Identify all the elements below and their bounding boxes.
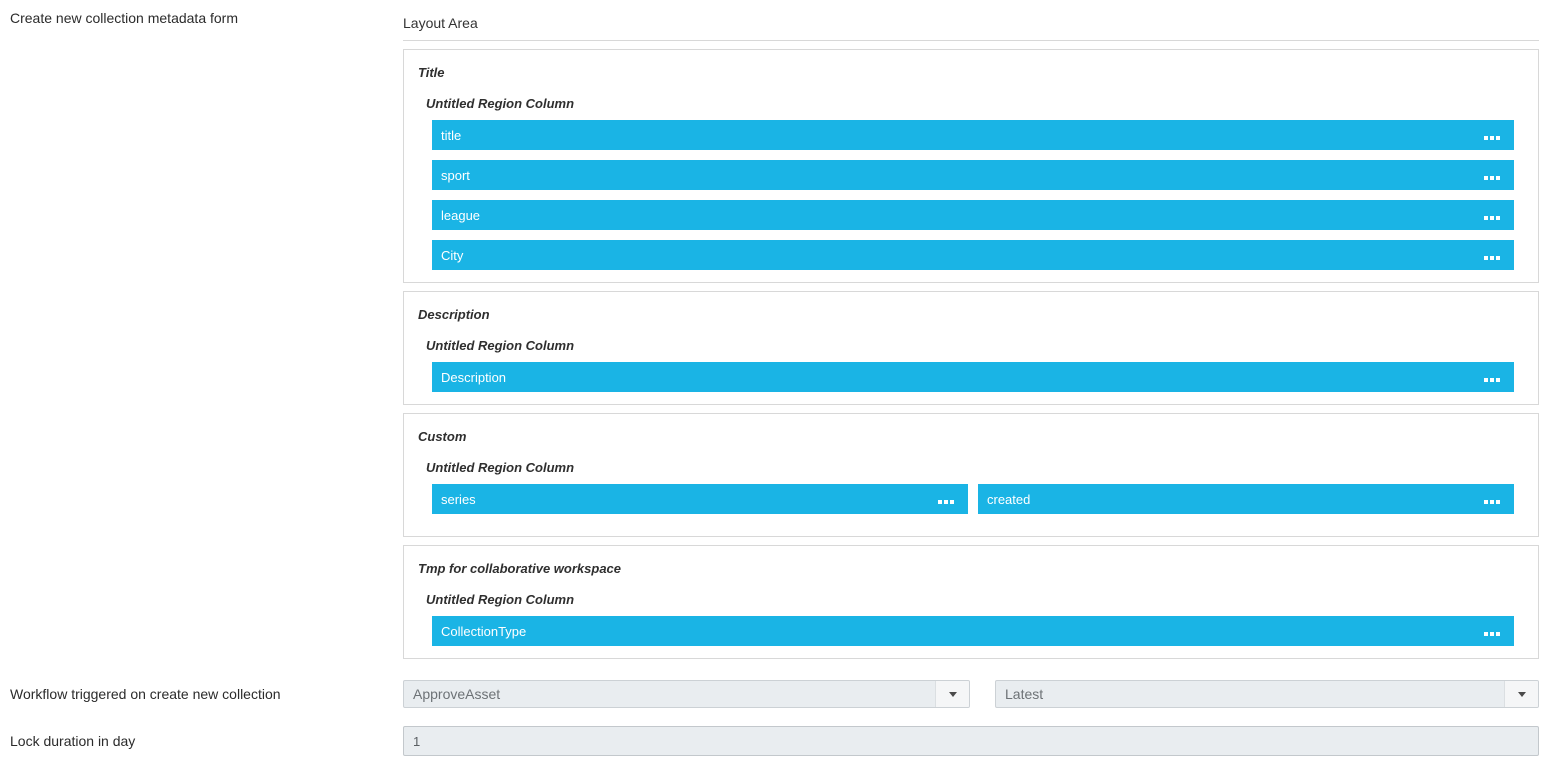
layout-section-description: Description Untitled Region Column Descr… xyxy=(403,291,1539,405)
field-label: series xyxy=(441,491,476,507)
layout-section-tmp-workspace: Tmp for collaborative workspace Untitled… xyxy=(403,545,1539,659)
lock-duration-input[interactable] xyxy=(403,726,1539,756)
section-label: Description xyxy=(418,307,490,322)
lock-duration-row: Lock duration in day xyxy=(0,726,1547,756)
field-bar-city[interactable]: City xyxy=(432,240,1514,270)
field-bar-league[interactable]: league xyxy=(432,200,1514,230)
field-label: title xyxy=(441,127,462,143)
field-bar-sport[interactable]: sport xyxy=(432,160,1514,190)
region-label: Untitled Region Column xyxy=(426,338,575,353)
field-bar-series[interactable]: series xyxy=(432,484,968,514)
region-label: Untitled Region Column xyxy=(426,96,575,111)
drag-handle-icon[interactable] xyxy=(1484,632,1500,636)
layout-area-row: Create new collection metadata form Layo… xyxy=(10,0,1539,659)
create-collection-form-label: Create new collection metadata form xyxy=(10,10,238,26)
region-label: Untitled Region Column xyxy=(426,592,575,607)
drag-handle-icon[interactable] xyxy=(938,500,954,504)
field-label: created xyxy=(987,491,1031,507)
region-label: Untitled Region Column xyxy=(426,460,575,475)
workflow-version-dropdown[interactable]: Latest xyxy=(995,680,1539,708)
workflow-dropdown[interactable]: ApproveAsset xyxy=(403,680,970,708)
chevron-down-icon[interactable] xyxy=(1504,681,1538,707)
field-label: Description xyxy=(441,369,507,385)
drag-handle-icon[interactable] xyxy=(1484,176,1500,180)
layout-area: Layout Area Title Untitled Region Column… xyxy=(403,0,1539,659)
workflow-dropdowns: ApproveAsset Latest xyxy=(403,680,1539,708)
drag-handle-icon[interactable] xyxy=(1484,256,1500,260)
workflow-dropdown-value: ApproveAsset xyxy=(413,686,501,702)
workflow-row: Workflow triggered on create new collect… xyxy=(0,680,1547,708)
region-fields: Description xyxy=(432,362,1514,392)
field-label: league xyxy=(441,207,481,223)
workflow-label: Workflow triggered on create new collect… xyxy=(10,686,281,702)
section-label: Custom xyxy=(418,429,467,444)
region-fields: series created xyxy=(432,484,1514,524)
field-label: sport xyxy=(441,167,470,183)
field-bar-description[interactable]: Description xyxy=(432,362,1514,392)
layout-section-custom: Custom Untitled Region Column series cre… xyxy=(403,413,1539,537)
region-fields: title sport league City xyxy=(432,120,1514,270)
lock-duration-label: Lock duration in day xyxy=(10,733,136,749)
region-fields: CollectionType xyxy=(432,616,1514,646)
drag-handle-icon[interactable] xyxy=(1484,136,1500,140)
field-label: City xyxy=(441,247,464,263)
field-bar-title[interactable]: title xyxy=(432,120,1514,150)
workflow-version-dropdown-value: Latest xyxy=(1005,686,1044,702)
field-label: CollectionType xyxy=(441,623,527,639)
drag-handle-icon[interactable] xyxy=(1484,378,1500,382)
field-bar-collectiontype[interactable]: CollectionType xyxy=(432,616,1514,646)
section-label: Title xyxy=(418,65,445,80)
chevron-down-icon[interactable] xyxy=(935,681,969,707)
section-label: Tmp for collaborative workspace xyxy=(418,561,622,576)
layout-section-title: Title Untitled Region Column title sport… xyxy=(403,49,1539,283)
drag-handle-icon[interactable] xyxy=(1484,216,1500,220)
field-bar-created[interactable]: created xyxy=(978,484,1514,514)
drag-handle-icon[interactable] xyxy=(1484,500,1500,504)
layout-area-divider xyxy=(403,40,1539,41)
layout-area-heading: Layout Area xyxy=(403,15,478,31)
